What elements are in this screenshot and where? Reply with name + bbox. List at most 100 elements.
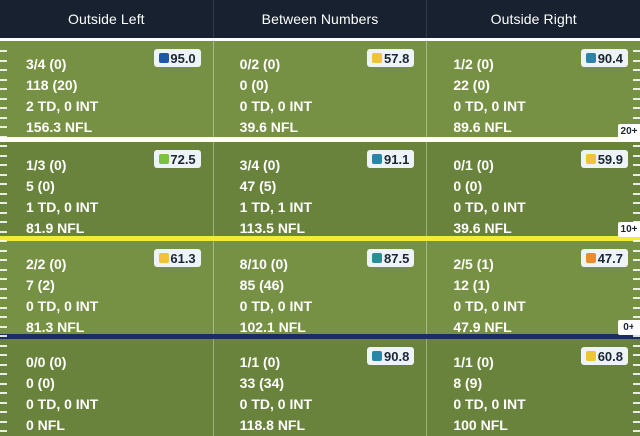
- hash-mark: [633, 354, 640, 356]
- hash-mark: [0, 344, 7, 347]
- hash-mark: [0, 420, 7, 423]
- yards-stat: 12 (1): [453, 277, 490, 293]
- hash-mark: [0, 59, 7, 62]
- hash-mark: [0, 249, 7, 252]
- zone-cell: 0/0 (0) 0 (0) 0 TD, 0 INT 0 NFL: [0, 339, 214, 436]
- rating-stat: 81.9 NFL: [26, 220, 85, 236]
- yards-stat: 33 (34): [239, 375, 285, 391]
- hash-mark: [0, 211, 7, 214]
- td-int-stat: 0 TD, 0 INT: [239, 98, 313, 114]
- td-int-stat: 0 TD, 0 INT: [239, 298, 313, 314]
- yards-stat: 0 (0): [239, 77, 269, 93]
- hash-mark: [0, 183, 7, 185]
- ten-yard-line: [0, 236, 640, 241]
- hash-mark: [633, 287, 640, 290]
- zone-cell: 2/2 (0) 7 (2) 0 TD, 0 INT 81.3 NFL 61.3: [0, 241, 214, 335]
- zone-cell: 1/3 (0) 5 (0) 1 TD, 0 INT 81.9 NFL 72.5: [0, 142, 214, 236]
- hash-mark: [633, 202, 640, 204]
- completions-stat: 2/2 (0): [26, 256, 67, 272]
- grade-swatch-icon: [586, 351, 597, 361]
- hash-mark: [0, 173, 7, 176]
- zone-cell: 1/1 (0) 8 (9) 0 TD, 0 INT 100 NFL 60.8: [427, 339, 640, 436]
- hash-mark: [633, 221, 640, 223]
- yards-stat: 85 (46): [239, 277, 285, 293]
- hash-mark: [0, 430, 7, 432]
- yard-marker-10: 10+: [618, 222, 640, 237]
- completions-stat: 3/4 (0): [239, 157, 281, 173]
- zone-row-behind-los: 0/0 (0) 0 (0) 0 TD, 0 INT 0 NFL 1/1 (0) 33 (3…: [0, 339, 640, 436]
- zone-row-0-plus: 2/2 (0) 7 (2) 0 TD, 0 INT 81.3 NFL 61.3 8/10 …: [0, 241, 640, 335]
- hash-mark: [0, 354, 7, 356]
- grade-badge: 47.7: [581, 249, 629, 267]
- grade-swatch-icon: [158, 53, 169, 63]
- td-int-stat: 1 TD, 1 INT: [239, 199, 313, 215]
- yards-stat: 8 (9): [453, 375, 483, 391]
- header-between-numbers: Between Numbers: [214, 0, 428, 38]
- hash-mark: [0, 240, 7, 242]
- completions-stat: 3/4 (0): [26, 56, 67, 72]
- rating-stat: 156.3 NFL: [26, 119, 93, 135]
- td-int-stat: 0 TD, 0 INT: [26, 396, 99, 412]
- hash-mark: [633, 268, 640, 271]
- hash-mark: [0, 287, 7, 290]
- td-int-stat: 0 TD, 0 INT: [453, 298, 526, 314]
- hash-mark: [633, 107, 640, 109]
- hash-mark: [0, 306, 7, 309]
- grade-swatch-icon: [372, 154, 383, 164]
- hash-mark: [0, 116, 7, 119]
- grade-badge: 57.8: [367, 49, 415, 67]
- hash-mark: [0, 154, 7, 157]
- zone-cell: 0/2 (0) 0 (0) 0 TD, 0 INT 39.6 NFL 57.8: [214, 41, 428, 137]
- zone-cell: 3/4 (0) 47 (5) 1 TD, 1 INT 113.5 NFL 91.1: [214, 142, 428, 236]
- hash-mark: [633, 430, 640, 432]
- completions-stat: 1/1 (0): [453, 354, 494, 370]
- hash-mark: [0, 97, 7, 100]
- hash-mark: [633, 335, 640, 337]
- hash-mark: [0, 268, 7, 271]
- hash-mark: [633, 192, 640, 195]
- grade-value: 91.1: [384, 151, 410, 167]
- td-int-stat: 0 TD, 0 INT: [453, 98, 526, 114]
- rating-stat: 39.6 NFL: [453, 220, 512, 236]
- completions-stat: 1/2 (0): [453, 56, 494, 72]
- hash-mark: [0, 145, 7, 147]
- grade-value: 60.8: [597, 348, 624, 364]
- hash-mark: [633, 411, 640, 413]
- hash-mark: [633, 373, 640, 375]
- grade-swatch-icon: [158, 154, 169, 164]
- completions-stat: 0/1 (0): [453, 157, 494, 173]
- yards-stat: 22 (0): [453, 77, 490, 93]
- grade-badge: 95.0: [153, 49, 201, 67]
- hash-mark: [0, 316, 7, 318]
- hash-mark: [0, 88, 7, 90]
- td-int-stat: 0 TD, 0 INT: [453, 199, 526, 215]
- hash-mark: [633, 154, 640, 157]
- zone-cell: 1/2 (0) 22 (0) 0 TD, 0 INT 89.6 NFL 90.4: [427, 41, 640, 137]
- hash-mark: [633, 240, 640, 242]
- yard-marker-0: 0+: [618, 320, 640, 335]
- hash-mark: [0, 50, 7, 52]
- grade-value: 72.5: [170, 151, 196, 167]
- hash-mark: [633, 164, 640, 166]
- line-of-scrimmage: [0, 334, 640, 339]
- completions-stat: 2/5 (1): [453, 256, 494, 272]
- yards-stat: 0 (0): [453, 178, 483, 194]
- hash-mark: [0, 164, 7, 166]
- rating-stat: 39.6 NFL: [239, 119, 299, 135]
- td-int-stat: 0 TD, 0 INT: [453, 396, 526, 412]
- grade-value: 95.0: [170, 50, 196, 66]
- grade-badge: 61.3: [153, 249, 201, 267]
- grade-value: 47.7: [597, 250, 624, 266]
- hash-mark: [633, 97, 640, 100]
- hash-mark: [0, 230, 7, 233]
- zone-cell: 1/1 (0) 33 (34) 0 TD, 0 INT 118.8 NFL 90.8: [214, 339, 428, 436]
- yards-stat: 118 (20): [26, 77, 78, 93]
- hash-mark: [0, 126, 7, 128]
- grade-swatch-icon: [586, 154, 597, 164]
- hash-mark: [633, 230, 640, 233]
- grade-badge: 87.5: [367, 249, 415, 267]
- yards-stat: 47 (5): [239, 178, 277, 194]
- rating-stat: 89.6 NFL: [453, 119, 512, 135]
- twenty-yard-line: [0, 137, 640, 142]
